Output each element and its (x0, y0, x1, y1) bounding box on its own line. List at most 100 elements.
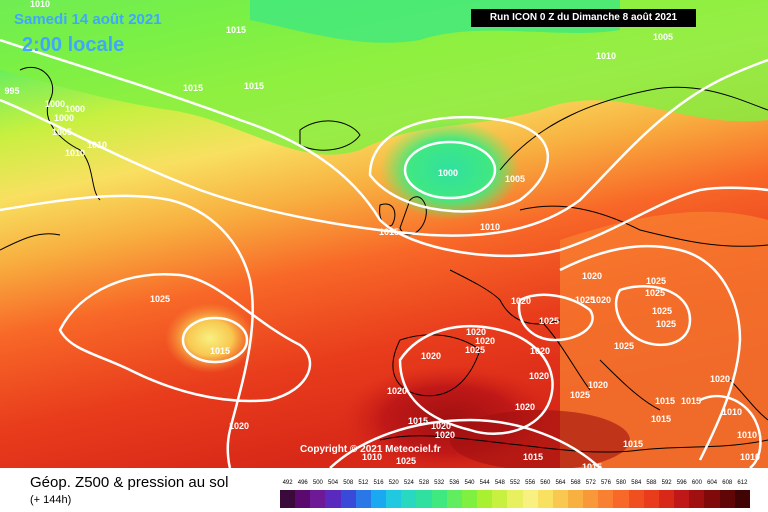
isobar-1010-east (699, 394, 762, 468)
isobar-1020-east (559, 244, 742, 461)
isobar-label-1015: 1015 (523, 452, 543, 462)
copyright-notice: Copyright © 2021 Meteociel.fr (300, 444, 441, 455)
isobar-1010 (0, 58, 768, 237)
scale-swatch (386, 490, 402, 508)
green-band-north (0, 0, 768, 155)
scale-tick-label: 592 (661, 480, 672, 486)
scale-tick-label: 536 (449, 480, 460, 486)
isobar-1020-iberia (398, 325, 554, 435)
scale-swatch (704, 490, 720, 508)
isobar-label-1025: 1025 (575, 295, 595, 305)
scale-swatch (431, 490, 447, 508)
scale-swatch (552, 490, 568, 508)
scale-tick-label: 560 (540, 480, 551, 486)
isobar-label-1015: 1015 (655, 396, 675, 406)
isobar-label-1020: 1020 (511, 296, 531, 306)
scale-tick-label: 576 (600, 480, 611, 486)
isobar-label-1020: 1020 (421, 351, 441, 361)
isobar-label-1015: 1015 (183, 83, 203, 93)
scale-swatch (598, 490, 614, 508)
scale-tick-label: 508 (343, 480, 354, 486)
isobar-label-1020: 1020 (530, 346, 550, 356)
scale-swatch (416, 490, 432, 508)
isobar-label-1005: 1005 (505, 174, 525, 184)
isobar-label-1020: 1020 (435, 430, 455, 440)
isobar-1015 (0, 38, 768, 258)
scale-swatch (522, 490, 538, 508)
scale-tick-label: 548 (494, 480, 505, 486)
isobar-label-1005: 1005 (52, 127, 72, 137)
scale-tick-label: 552 (509, 480, 521, 486)
scale-swatch (537, 490, 553, 508)
scale-swatch (613, 490, 629, 508)
scale-tick-label: 540 (464, 480, 475, 486)
low-pressure-core (380, 120, 520, 220)
scale-swatch (674, 490, 690, 508)
scale-tick-label: 496 (297, 480, 308, 486)
isobar-lines (0, 38, 768, 468)
scale-swatch (340, 490, 356, 508)
scale-tick-label: 520 (388, 480, 399, 486)
isobar-1025-alps (517, 293, 594, 342)
scale-swatch (325, 490, 341, 508)
isobar-label-1015: 1015 (244, 81, 264, 91)
scale-tick-label: 612 (737, 480, 748, 486)
scale-tick-label: 544 (479, 480, 490, 486)
scale-tick-label: 568 (570, 480, 581, 486)
isobar-label-1010: 1010 (362, 452, 382, 462)
scale-tick-label: 572 (585, 480, 596, 486)
isobar-label-1025: 1025 (570, 390, 590, 400)
scale-tick-label: 532 (434, 480, 445, 486)
scale-tick-label: 584 (631, 480, 642, 486)
isobar-label-1000: 1000 (65, 104, 85, 114)
isobar-label-1025: 1025 (396, 456, 416, 466)
scale-swatch (658, 490, 675, 508)
heat-dome-north-africa (450, 410, 630, 468)
isobar-1025-balkans (614, 285, 692, 347)
scale-swatch (628, 490, 644, 508)
isobar-label-1020: 1020 (710, 374, 730, 384)
isobar-label-1010: 1010 (87, 140, 107, 150)
scale-swatch (719, 490, 735, 508)
scale-tick-label: 512 (358, 480, 369, 486)
isobar-label-1020: 1020 (582, 271, 602, 281)
scale-tick-label: 504 (328, 480, 339, 486)
scale-tick-label: 564 (555, 480, 566, 486)
isobar-label-1025: 1025 (465, 345, 485, 355)
isobar-label-1025: 1025 (539, 316, 559, 326)
scale-tick-label: 600 (691, 480, 702, 486)
isobar-label-1010: 1010 (65, 148, 85, 158)
isobar-1005 (368, 115, 550, 213)
scale-swatch (734, 490, 750, 508)
scale-tick-label: 492 (282, 480, 293, 486)
isobar-label-1015: 1015 (408, 416, 428, 426)
scale-swatch (355, 490, 371, 508)
scale-swatch (583, 490, 599, 508)
isobar-label-1025: 1025 (646, 276, 666, 286)
scale-tick-label: 580 (616, 480, 627, 486)
scale-swatch (567, 490, 584, 508)
isobar-label-1010: 1010 (596, 51, 616, 61)
orange-east (560, 211, 768, 468)
isobar-1020 (0, 194, 254, 468)
scale-tick-label: 596 (676, 480, 687, 486)
scale-swatch (310, 490, 326, 508)
isobar-label-1015: 1015 (226, 25, 246, 35)
isobar-label-1020: 1020 (591, 295, 611, 305)
scale-swatch (461, 490, 478, 508)
scale-swatch (295, 490, 311, 508)
scale-swatch (507, 490, 523, 508)
scale-swatch (477, 490, 493, 508)
legend-forecast-range: (+ 144h) (30, 494, 72, 506)
isobar-label-1020: 1020 (431, 421, 451, 431)
scale-swatch (492, 490, 508, 508)
isobar-label-1020: 1020 (466, 327, 486, 337)
scale-swatch (370, 490, 387, 508)
isobar-label-1015: 1015 (210, 346, 230, 356)
isobar-label-1015: 1015 (681, 396, 701, 406)
isobar-1015-africa (329, 418, 601, 468)
isobar-label-1000: 1000 (45, 99, 65, 109)
isobar-label-1010: 1010 (722, 407, 742, 417)
